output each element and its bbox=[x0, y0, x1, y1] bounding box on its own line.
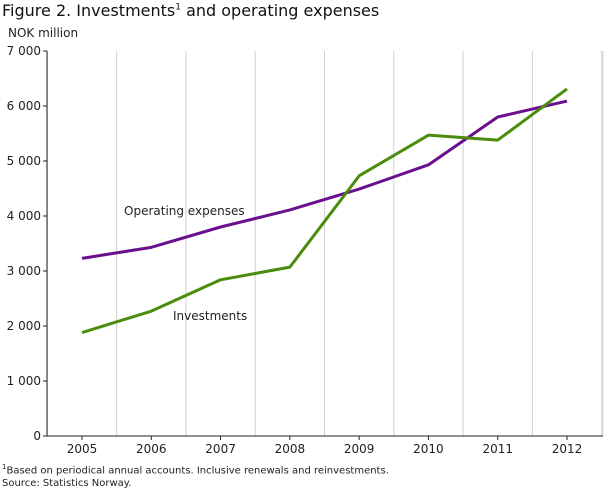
y-tick-label: 5 000 bbox=[7, 154, 41, 168]
x-tick-label: 2005 bbox=[67, 442, 98, 456]
x-tick-label: 2006 bbox=[136, 442, 167, 456]
x-tick-label: 2012 bbox=[552, 442, 583, 456]
series-line-operating-expenses bbox=[81, 99, 568, 260]
y-tick-label: 3 000 bbox=[7, 264, 41, 278]
y-tick-label: 0 bbox=[33, 429, 41, 443]
title-text-end: and operating expenses bbox=[180, 1, 380, 20]
footnote-text: Based on periodical annual accounts. Inc… bbox=[6, 465, 389, 477]
title-text: Figure 2. Investments bbox=[2, 1, 176, 20]
x-tick-label: 2011 bbox=[482, 442, 513, 456]
y-tick-label: 1 000 bbox=[7, 374, 41, 388]
y-axis-label: NOK million bbox=[8, 26, 79, 40]
x-tick-label: 2009 bbox=[344, 442, 375, 456]
x-tick-label: 2010 bbox=[413, 442, 444, 456]
footnote: 1Based on periodical annual accounts. In… bbox=[2, 461, 389, 490]
y-tick-label: 4 000 bbox=[7, 209, 41, 223]
x-tick-label: 2007 bbox=[205, 442, 236, 456]
title-footnote-mark: 1 bbox=[175, 2, 181, 13]
x-tick-label: 2008 bbox=[275, 442, 306, 456]
series-label: Operating expenses bbox=[124, 204, 245, 218]
source-text: Source: Statistics Norway. bbox=[2, 478, 132, 490]
y-tick-label: 6 000 bbox=[7, 99, 41, 113]
y-tick-label: 7 000 bbox=[7, 44, 41, 58]
y-tick-label: 2 000 bbox=[7, 319, 41, 333]
series-line-investments bbox=[81, 87, 568, 335]
series-label: Investments bbox=[173, 309, 247, 323]
footnote-mark: 1 bbox=[2, 463, 7, 471]
chart-title: Figure 2. Investments1 and operating exp… bbox=[2, 1, 379, 20]
